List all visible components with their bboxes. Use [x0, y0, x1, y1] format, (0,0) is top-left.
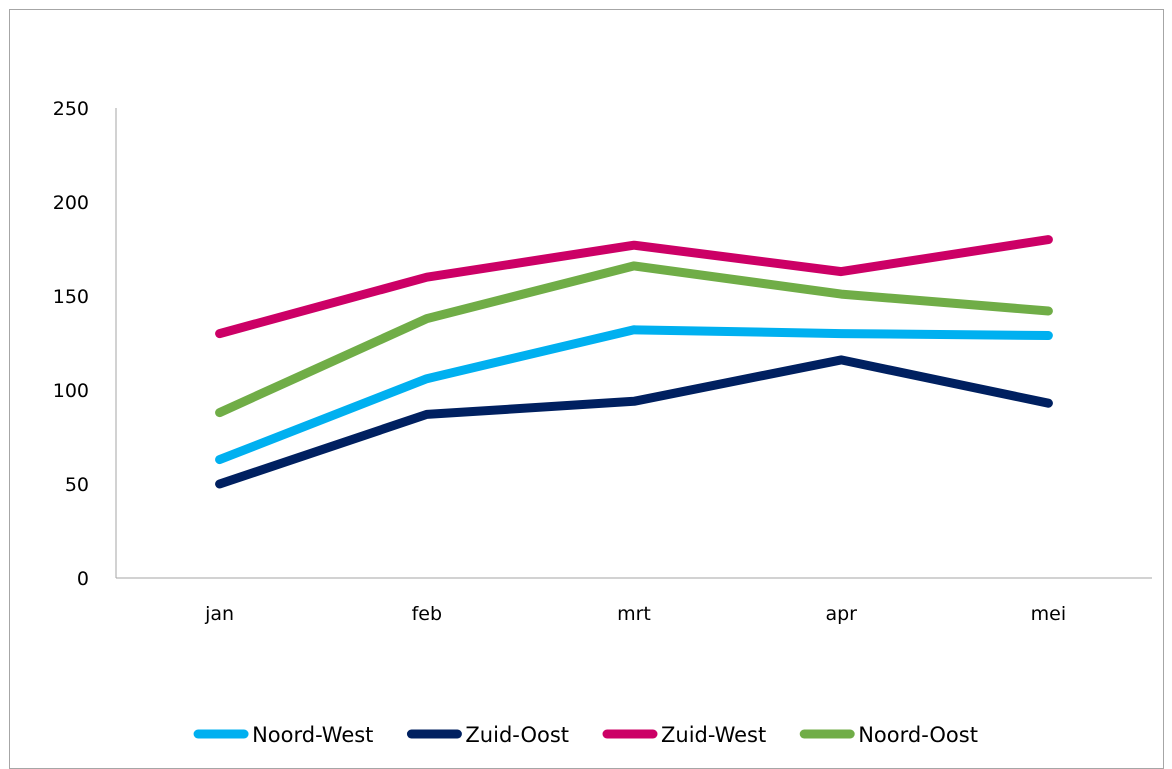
legend-label: Zuid-Oost	[465, 723, 569, 747]
series-line-zuid-west	[220, 240, 1049, 334]
y-tick-label: 50	[65, 474, 89, 496]
legend-label: Noord-Oost	[858, 723, 978, 747]
y-axis: 0 50 100 150 200 250	[53, 98, 116, 590]
x-tick-label: jan	[204, 603, 234, 625]
x-tick-label: apr	[825, 603, 857, 625]
x-tick-label: mrt	[617, 603, 651, 625]
x-tick-label: feb	[412, 603, 442, 625]
legend-item: Noord-West	[198, 723, 373, 747]
series-line-noord-oost	[220, 266, 1049, 413]
x-tick-label: mei	[1031, 603, 1066, 625]
legend-label: Zuid-West	[661, 723, 766, 747]
series-line-zuid-oost	[220, 360, 1049, 484]
series-lines	[220, 240, 1049, 485]
legend: Noord-West Zuid-Oost Zuid-West Noord-Oost	[198, 723, 978, 747]
y-tick-label: 0	[77, 568, 89, 590]
legend-label: Noord-West	[252, 723, 373, 747]
y-tick-label: 150	[53, 286, 89, 308]
legend-item: Zuid-Oost	[411, 723, 569, 747]
y-tick-label: 100	[53, 380, 89, 402]
legend-item: Zuid-West	[607, 723, 766, 747]
x-axis: jan feb mrt apr mei	[116, 578, 1152, 625]
y-tick-label: 200	[53, 192, 89, 214]
y-tick-label: 250	[53, 98, 89, 120]
legend-item: Noord-Oost	[804, 723, 978, 747]
